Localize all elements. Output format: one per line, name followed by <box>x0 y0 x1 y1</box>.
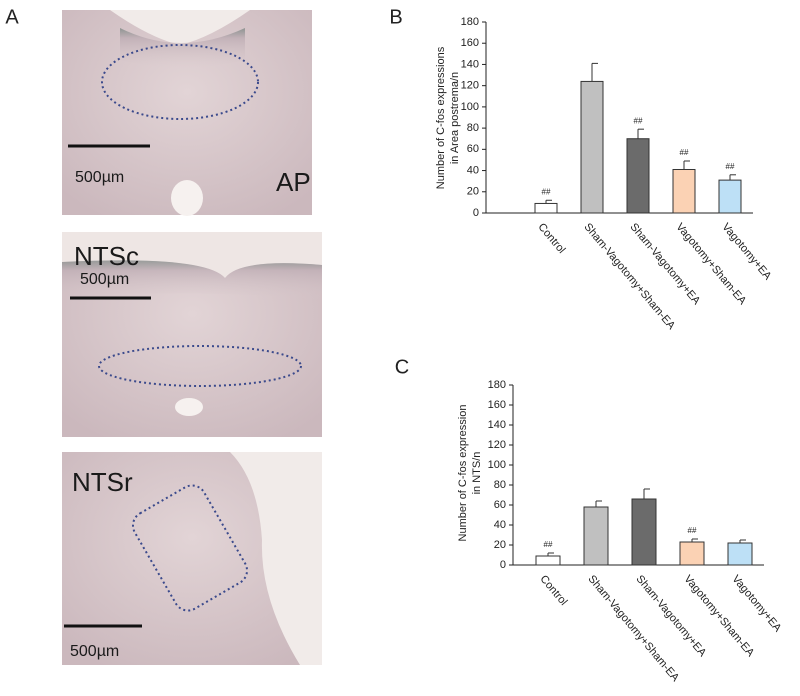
y-tick-label: 140 <box>488 419 506 431</box>
micrograph-label: AP <box>276 167 311 197</box>
bar <box>626 138 650 214</box>
micrograph: 500µm AP <box>62 10 312 216</box>
y-tick-label: 180 <box>461 16 479 28</box>
scale-bar-label: 500µm <box>75 169 124 186</box>
significance-mark: ## <box>688 526 697 535</box>
y-tick-label: 40 <box>467 164 479 176</box>
panel-label: A <box>5 6 19 28</box>
y-tick-label: 120 <box>488 439 506 451</box>
y-tick-label: 160 <box>461 37 479 49</box>
x-tick-label: Control <box>535 221 567 256</box>
y-tick-label: 140 <box>461 58 479 70</box>
scale-bar-label: 500µm <box>70 643 119 660</box>
bar <box>534 202 558 214</box>
bar <box>718 179 742 214</box>
significance-mark: ## <box>726 162 735 171</box>
x-tick-label: Vagotomy+EA <box>729 573 783 635</box>
x-tick-label: Sham-Vagotomy+Sham-EA <box>585 573 681 684</box>
y-tick-label: 0 <box>500 559 506 571</box>
significance-mark: ## <box>544 540 553 549</box>
y-tick-label: 100 <box>488 459 506 471</box>
significance-mark: ## <box>634 116 643 125</box>
bar <box>727 542 753 566</box>
y-tick-label: 120 <box>461 80 479 92</box>
y-tick-label: 160 <box>488 399 506 411</box>
y-tick-label: 100 <box>461 101 479 113</box>
micrograph-label: NTSc <box>74 241 139 271</box>
significance-mark: ## <box>542 187 551 196</box>
panel-label: B <box>389 6 402 28</box>
panel-label: C <box>395 356 409 378</box>
bar <box>631 498 657 566</box>
y-axis-label: in Area postrema/n <box>449 72 461 164</box>
y-tick-label: 0 <box>473 207 479 219</box>
y-tick-label: 60 <box>494 499 506 511</box>
bar <box>583 506 609 566</box>
y-tick-label: 80 <box>467 122 479 134</box>
y-tick-label: 80 <box>494 479 506 491</box>
significance-mark: ## <box>680 148 689 157</box>
bar <box>672 168 696 214</box>
bar <box>679 541 705 566</box>
y-tick-label: 40 <box>494 519 506 531</box>
bar <box>580 80 604 214</box>
micrograph: 500µm NTSc <box>62 232 322 437</box>
y-axis-label: Number of C-fos expressions <box>435 46 447 189</box>
y-tick-label: 180 <box>488 379 506 391</box>
scale-bar-label: 500µm <box>80 271 129 288</box>
y-axis-label: in NTS/n <box>471 452 483 495</box>
y-tick-label: 20 <box>494 539 506 551</box>
micrograph: 500µm NTSr <box>62 452 322 665</box>
x-tick-label: Sham-Vagotomy+Sham-EA <box>581 221 677 332</box>
micrograph-label: NTSr <box>72 467 133 497</box>
bar <box>535 555 561 566</box>
x-tick-label: Control <box>537 573 569 608</box>
y-tick-label: 20 <box>467 186 479 198</box>
y-axis-label: Number of C-fos expression <box>457 405 469 542</box>
y-tick-label: 60 <box>467 143 479 155</box>
